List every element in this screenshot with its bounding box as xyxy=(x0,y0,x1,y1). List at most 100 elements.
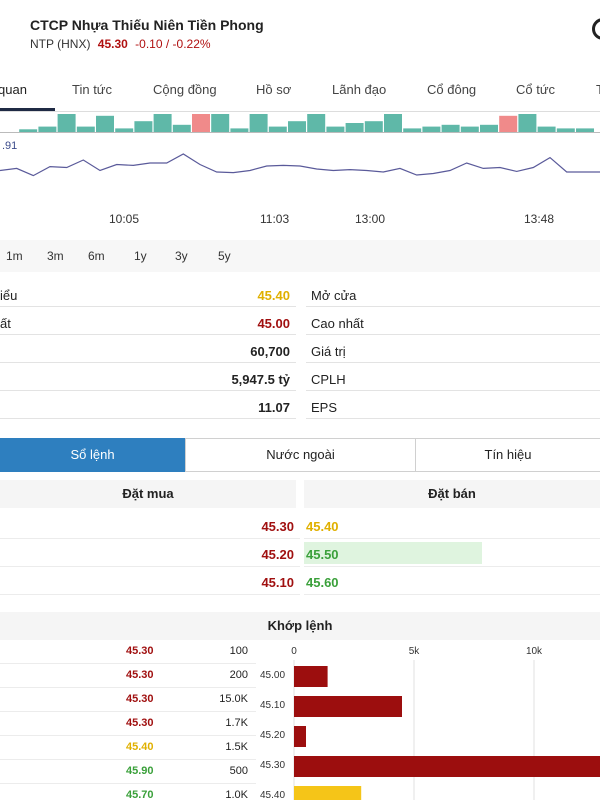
stat-left-cell: ất 45.00 xyxy=(0,308,296,335)
tab-order-book[interactable]: Sổ lệnh xyxy=(0,438,186,472)
tab-more[interactable]: T xyxy=(596,82,600,97)
buy-price: 45.20 xyxy=(261,547,294,562)
trade-price: 45.30 xyxy=(126,669,154,681)
time-label: 10:05 xyxy=(109,212,140,226)
stat-label: iểu xyxy=(0,288,18,303)
trade-volume: 1.7K xyxy=(225,717,248,729)
price-line xyxy=(0,153,600,177)
sell-cell: 45.50 xyxy=(304,540,600,567)
tab-foreign[interactable]: Nước ngoài xyxy=(185,438,416,472)
ticker-symbol: NTP (HNX) xyxy=(30,37,91,51)
buy-price: 45.10 xyxy=(261,575,294,590)
trade-volume: 100 xyxy=(229,645,248,657)
volume-bar xyxy=(268,126,287,132)
volume-bar xyxy=(307,114,326,132)
range-6m[interactable]: 6m xyxy=(88,249,105,263)
volume-bar xyxy=(249,114,268,132)
orderbook-row: 45.20 45.50 xyxy=(0,540,600,568)
stat-row: ất 45.00 Cao nhất xyxy=(0,308,600,336)
volume-bar xyxy=(326,126,345,132)
price-volume-bar xyxy=(294,726,306,747)
tab-shareholders[interactable]: Cổ đông xyxy=(427,82,477,97)
volume-bar xyxy=(96,115,114,132)
volume-bar xyxy=(192,114,210,132)
trade-row: 45.30 15.0K xyxy=(0,688,256,712)
stat-left-cell: 60,700 xyxy=(0,336,296,363)
trade-price: 45.30 xyxy=(126,645,154,657)
tab-profile[interactable]: Hồ sơ xyxy=(256,82,292,97)
stat-right-cell: Cao nhất xyxy=(306,308,600,335)
trade-row: 45.30 1.7K xyxy=(0,712,256,736)
range-1m[interactable]: 1m xyxy=(6,249,23,263)
price-volume-bar xyxy=(294,756,600,777)
time-label: 13:00 xyxy=(355,212,386,226)
range-5y[interactable]: 5y xyxy=(218,249,231,263)
time-label: 11:03 xyxy=(260,212,290,226)
volume-bar xyxy=(134,121,153,132)
buy-price: 45.30 xyxy=(261,519,294,534)
trade-price: 45.40 xyxy=(126,741,154,753)
x-tick-label: 5k xyxy=(409,646,421,657)
y-tick-label: 45.40 xyxy=(260,790,285,800)
buy-header: Đặt mua xyxy=(0,480,296,508)
trade-volume: 500 xyxy=(229,765,248,777)
intraday-chart-svg xyxy=(0,114,600,177)
volume-bar xyxy=(556,128,575,132)
sell-price: 45.50 xyxy=(306,547,339,562)
price-volume-bar xyxy=(294,666,328,687)
stat-left-cell: iểu 45.40 xyxy=(0,280,296,307)
volume-bar xyxy=(153,114,172,132)
stat-label: CPLH xyxy=(311,372,346,387)
stat-left-cell: 5,947.5 tỷ xyxy=(0,364,296,391)
active-tab-indicator xyxy=(0,108,55,111)
ticker-line: NTP (HNX) 45.30 -0.10 / -0.22% xyxy=(30,37,211,51)
sell-cell: 45.60 xyxy=(304,568,600,595)
volume-bar xyxy=(480,124,498,132)
volume-bar xyxy=(460,126,479,132)
tab-leadership[interactable]: Lãnh đạo xyxy=(332,82,387,97)
volume-bar xyxy=(345,123,364,132)
stat-value: 45.40 xyxy=(257,288,290,303)
range-1y[interactable]: 1y xyxy=(134,249,147,263)
stat-row: 11.07 EPS xyxy=(0,392,600,420)
stat-label: ất xyxy=(0,316,11,331)
trade-row: 45.90 500 xyxy=(0,760,256,784)
stat-label: Cao nhất xyxy=(311,316,364,331)
stat-right-cell: CPLH xyxy=(306,364,600,391)
current-price: 45.30 xyxy=(97,37,128,51)
stat-right-cell: EPS xyxy=(306,392,600,419)
tab-overview[interactable]: quan xyxy=(0,82,27,97)
stock-tabs: quan Tin tức Cộng đồng Hồ sơ Lãnh đạo Cổ… xyxy=(0,68,600,112)
volume-bar xyxy=(499,115,518,132)
stat-label: EPS xyxy=(311,400,338,415)
buy-cell: 45.20 xyxy=(0,540,300,567)
price-change: -0.10 / -0.22% xyxy=(135,37,211,51)
tab-community[interactable]: Cộng đồng xyxy=(153,82,217,97)
range-selector: 1m 3m 6m 1y 3y 5y xyxy=(0,240,600,272)
stat-value: 45.00 xyxy=(257,316,290,331)
stat-value: 11.07 xyxy=(258,400,290,415)
range-3y[interactable]: 3y xyxy=(175,249,188,263)
price-axis-label: .91 xyxy=(2,140,18,152)
trade-volume: 1.0K xyxy=(225,789,248,800)
sell-price: 45.40 xyxy=(306,519,339,534)
y-tick-label: 45.10 xyxy=(260,700,285,711)
search-icon[interactable] xyxy=(592,18,600,40)
tab-signals[interactable]: Tín hiệu xyxy=(415,438,600,472)
tab-news[interactable]: Tin tức xyxy=(72,82,113,97)
trade-row: 45.30 100 xyxy=(0,640,256,664)
intraday-chart[interactable]: .91 10:05 11:03 13:00 13:48 xyxy=(0,112,600,240)
trade-row: 45.30 200 xyxy=(0,664,256,688)
matched-trades-title: Khớp lệnh xyxy=(0,612,600,640)
volume-bar xyxy=(422,126,441,132)
volume-bar xyxy=(19,129,38,132)
stat-left-cell: 11.07 xyxy=(0,392,296,419)
stat-label: Mở cửa xyxy=(311,288,357,303)
y-tick-label: 45.00 xyxy=(260,670,285,681)
sell-header: Đặt bán xyxy=(304,480,600,508)
orderbook-header: Đặt mua Đặt bán xyxy=(0,480,600,508)
volume-bar xyxy=(384,114,402,132)
volume-bar xyxy=(403,128,422,132)
range-3m[interactable]: 3m xyxy=(47,249,64,263)
tab-dividends[interactable]: Cổ tức xyxy=(516,82,556,97)
